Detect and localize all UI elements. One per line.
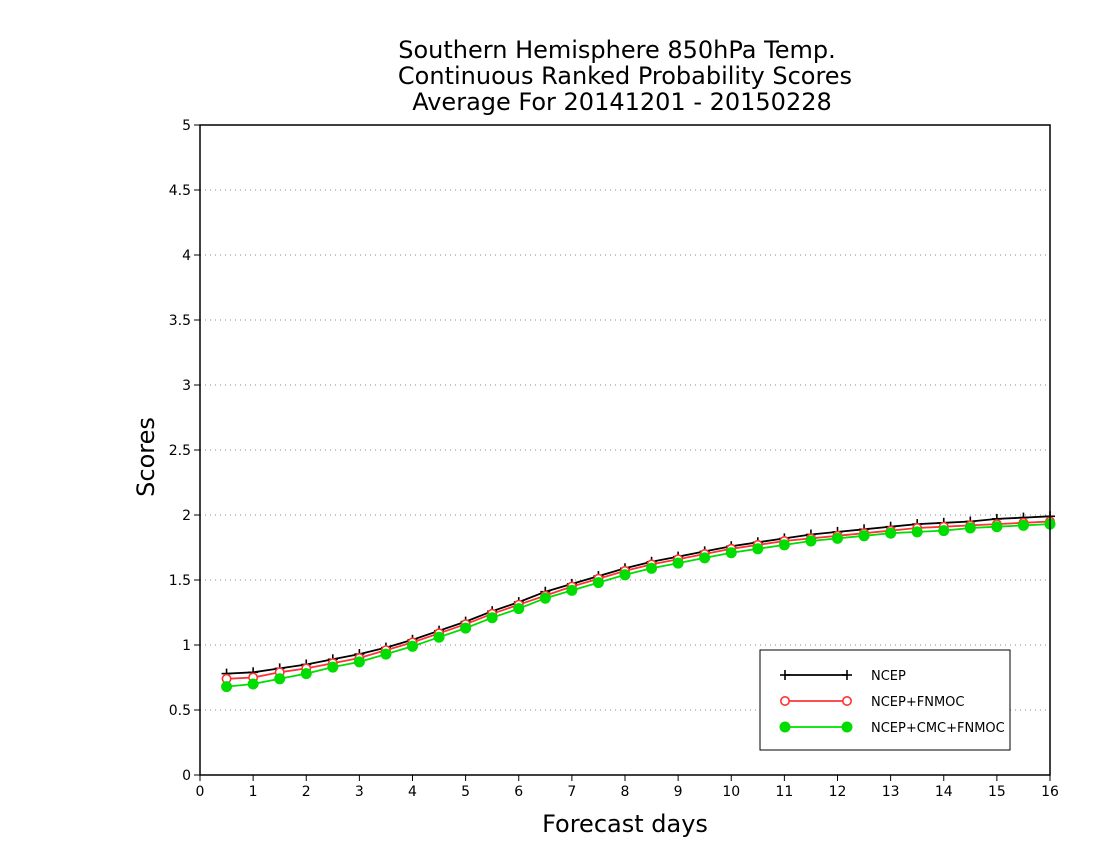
x-tick-label: 14 xyxy=(935,784,953,800)
x-tick-label: 7 xyxy=(567,784,576,800)
data-point xyxy=(752,543,764,555)
x-tick-label: 8 xyxy=(621,784,630,800)
data-point xyxy=(841,721,853,733)
x-axis-label: Forecast days xyxy=(542,810,708,838)
data-point xyxy=(274,673,286,685)
legend-label: NCEP+CMC+FNMOC xyxy=(871,721,1005,736)
data-point xyxy=(300,668,312,680)
y-tick-label: 1 xyxy=(182,638,191,654)
x-tick-label: 13 xyxy=(882,784,900,800)
series-layer xyxy=(221,511,1056,693)
x-tick-label: 2 xyxy=(302,784,311,800)
chart-title-line-1: Southern Hemisphere 850hPa Temp. xyxy=(398,36,835,64)
x-tick-label: 6 xyxy=(514,784,523,800)
axis-ticks: 00.511.522.533.544.550 1 2 3 4 5 6 7 8 9 10 11 12 13 1… xyxy=(169,118,1059,800)
x-tick-label: 15 xyxy=(988,784,1006,800)
data-point xyxy=(841,695,852,706)
x-tick-label: 11 xyxy=(775,784,793,800)
legend-entry: NCEP xyxy=(780,669,906,684)
data-point xyxy=(353,656,365,668)
legend-label: NCEP xyxy=(871,669,906,684)
x-tick-label: 0 xyxy=(196,784,205,800)
data-point xyxy=(221,681,233,693)
data-point xyxy=(433,631,445,643)
data-point xyxy=(964,522,976,534)
chart-title-line-2: Continuous Ranked Probability Scores xyxy=(398,62,852,90)
y-tick-label: 0 xyxy=(182,768,191,784)
x-tick-label: 9 xyxy=(674,784,683,800)
data-point xyxy=(778,539,790,551)
data-point xyxy=(619,569,631,581)
data-point xyxy=(780,670,790,680)
data-point xyxy=(699,552,711,564)
y-tick-label: 4 xyxy=(182,248,191,264)
y-tick-label: 1.5 xyxy=(169,573,191,589)
y-tick-label: 3 xyxy=(182,378,191,394)
data-point xyxy=(885,527,897,539)
legend-entry: NCEP+FNMOC xyxy=(779,695,964,710)
data-point xyxy=(832,532,843,544)
legend-box xyxy=(759,649,1011,751)
data-point xyxy=(566,584,578,596)
chart-title-line-3: Average For 20141201 - 20150228 xyxy=(412,88,832,116)
series-3 xyxy=(221,518,1056,693)
x-tick-label: 16 xyxy=(1041,784,1059,800)
data-point xyxy=(1017,519,1029,531)
data-point xyxy=(460,622,472,634)
x-tick-label: 3 xyxy=(355,784,364,800)
data-point xyxy=(407,640,418,652)
data-point xyxy=(486,612,498,624)
y-tick-label: 2.5 xyxy=(169,443,191,459)
x-tick-label: 5 xyxy=(461,784,470,800)
data-point xyxy=(380,648,392,660)
grid-lines xyxy=(200,189,1050,711)
x-tick-label: 4 xyxy=(408,784,417,800)
data-point xyxy=(327,661,339,673)
legend-entry: NCEP+CMC+FNMOC xyxy=(779,721,1005,736)
y-tick-label: 0.5 xyxy=(169,703,191,719)
data-point xyxy=(858,530,870,542)
x-tick-label: 12 xyxy=(829,784,847,800)
data-point xyxy=(646,562,658,574)
data-point xyxy=(592,577,604,589)
legend: NCEP NCEP+FNMOC NCEP+CMC+FNMOC xyxy=(759,649,1011,751)
data-point xyxy=(779,721,791,733)
y-tick-label: 4.5 xyxy=(169,183,191,199)
data-point xyxy=(779,695,790,706)
x-tick-label: 1 xyxy=(249,784,258,800)
data-point xyxy=(805,535,817,547)
data-point xyxy=(672,557,684,569)
data-point xyxy=(539,592,551,604)
data-point xyxy=(513,603,525,615)
y-tick-label: 2 xyxy=(182,508,191,524)
data-point xyxy=(247,678,259,690)
data-point xyxy=(991,521,1003,533)
y-tick-label: 5 xyxy=(182,118,191,134)
x-tick-label: 10 xyxy=(722,784,740,800)
data-point xyxy=(911,526,923,538)
legend-label: NCEP+FNMOC xyxy=(871,695,964,710)
data-point xyxy=(938,525,950,537)
y-tick-label: 3.5 xyxy=(169,313,191,329)
data-point xyxy=(842,670,852,680)
y-axis-label: Scores xyxy=(132,417,160,497)
data-point xyxy=(725,547,737,559)
